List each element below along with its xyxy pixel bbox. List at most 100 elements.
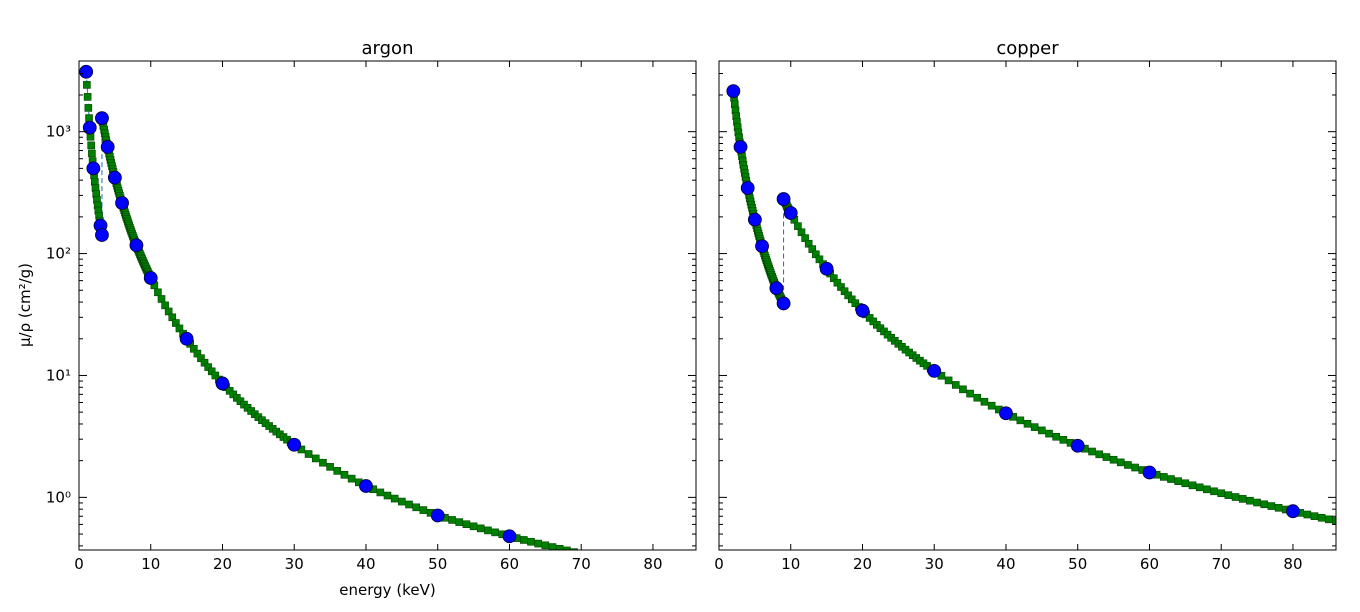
argon-curve-marker [340,471,349,479]
copper-ticks: 0 10 20 30 40 50 60 70 80 [714,61,1336,573]
argon-curve-marker [527,537,535,546]
copper-curve-marker [1167,475,1175,483]
copper-x-tick-label: 10 [781,555,800,573]
copper-title: copper [996,38,1059,59]
argon-curve-marker [311,454,320,463]
argon-curve-marker [157,295,166,303]
copper-x-tick-label: 40 [996,555,1015,573]
copper-curve-marker [1217,489,1226,498]
copper-curve-marker [1059,436,1068,444]
argon-data-point [79,64,94,79]
copper-x-tick-label: 70 [1212,555,1231,573]
argon-data-point [502,529,517,544]
argon-data-point [359,479,373,493]
copper-data-point [783,206,798,220]
copper-curve-marker [1116,458,1125,467]
argon-ticks: 0 10 20 30 40 50 60 70 80 10⁰ 10¹ 10² 10³ [46,61,696,573]
argon-curve-marker [347,474,356,483]
copper-curve-marker [1174,477,1182,485]
copper-data-point [1142,465,1157,480]
copper-curve-marker [1045,429,1053,438]
copper-data-point [819,261,834,276]
copper-curve-marker [1030,423,1039,431]
copper-curve-marker [1088,447,1096,456]
copper-x-tick-label: 0 [714,555,724,573]
copper-curve-marker [1095,450,1104,459]
argon-curve-marker [455,518,464,526]
argon-x-tick-label: 80 [643,555,662,573]
copper-curve-marker [1246,496,1254,505]
argon-curve-marker [87,141,95,150]
argon-curve-marker [520,536,528,544]
copper-data-layer [726,84,1336,525]
copper-x-tick-label: 50 [1068,555,1087,573]
argon-plot-area [79,61,696,550]
argon-data-point [115,196,129,210]
copper-curve-marker [1310,512,1319,520]
argon-data-point [129,238,144,253]
argon-title: argon [362,38,414,59]
argon-y-tick-label: 10⁰ [46,488,71,506]
argon-curve-marker [319,458,327,467]
argon-curve-marker [398,497,406,506]
copper-curve-marker [959,385,967,394]
argon-data-point [82,120,97,135]
argon-curve-marker [541,541,550,550]
argon-curve-marker [405,500,413,509]
argon-curve-marker [469,522,478,531]
copper-data-point [776,192,791,206]
copper-curve-marker [1102,453,1111,461]
argon-curve-marker [448,516,456,524]
copper-x-tick-label: 60 [1140,555,1159,573]
copper-data-point [999,406,1013,421]
argon-curve-marker [534,539,542,548]
copper-curve-marker [1160,473,1168,481]
copper-data-point [726,84,741,99]
argon-curve-marker [563,546,571,550]
copper-curve-marker [1274,503,1283,512]
argon-curve-marker [555,544,564,550]
copper-x-tick-label: 80 [1283,555,1302,573]
argon-data-layer [79,64,586,550]
copper-curve-marker [1188,481,1197,490]
argon-curve-marker [376,488,385,497]
copper-plot-area [719,61,1336,550]
argon-x-tick-label: 60 [500,555,519,573]
argon-curve-marker [419,506,428,514]
argon-curve-marker [84,104,93,112]
argon-curve-marker [90,177,99,186]
argon-y-tick-label: 10² [46,245,71,263]
copper-curve-marker [1267,502,1276,510]
copper-curve-marker [1016,416,1025,425]
copper-x-tick-label: 20 [853,555,872,573]
argon-data-point [179,331,194,346]
copper-curve-marker [1131,463,1139,472]
argon-curve-marker [491,528,499,537]
copper-curve-marker [1238,495,1247,503]
copper-curve-marker [1203,485,1211,494]
argon-data-point [100,139,115,154]
argon-curve-marker [83,81,91,89]
argon-curve-marker [476,524,485,533]
argon-y-tick-label: 10¹ [46,366,71,384]
argon-x-tick-label: 40 [356,555,375,573]
argon-data-point [287,437,302,452]
argon-x-tick-label: 20 [213,555,232,573]
copper-curve-marker [980,397,989,406]
copper-curve-marker [1260,500,1269,509]
argon-curve-marker [154,288,162,297]
argon-data-point [95,228,109,242]
argon-panel: 0 10 20 30 40 50 60 70 80 10⁰ 10¹ 10² 10³ argon ener… [16,38,697,599]
argon-curve-marker [304,450,313,458]
argon-curve-marker [412,503,421,512]
argon-data-point [95,111,109,126]
argon-curve-marker [85,114,93,122]
copper-curve-marker [1325,515,1333,524]
copper-data-point [776,296,791,311]
argon-y-axis-label: μ/ρ (cm²/g) [16,263,34,347]
copper-panel: 0 10 20 30 40 50 60 70 80 copper [714,38,1337,573]
copper-data-point [1070,438,1085,453]
argon-data-point [430,508,445,523]
copper-data-point [740,181,755,195]
